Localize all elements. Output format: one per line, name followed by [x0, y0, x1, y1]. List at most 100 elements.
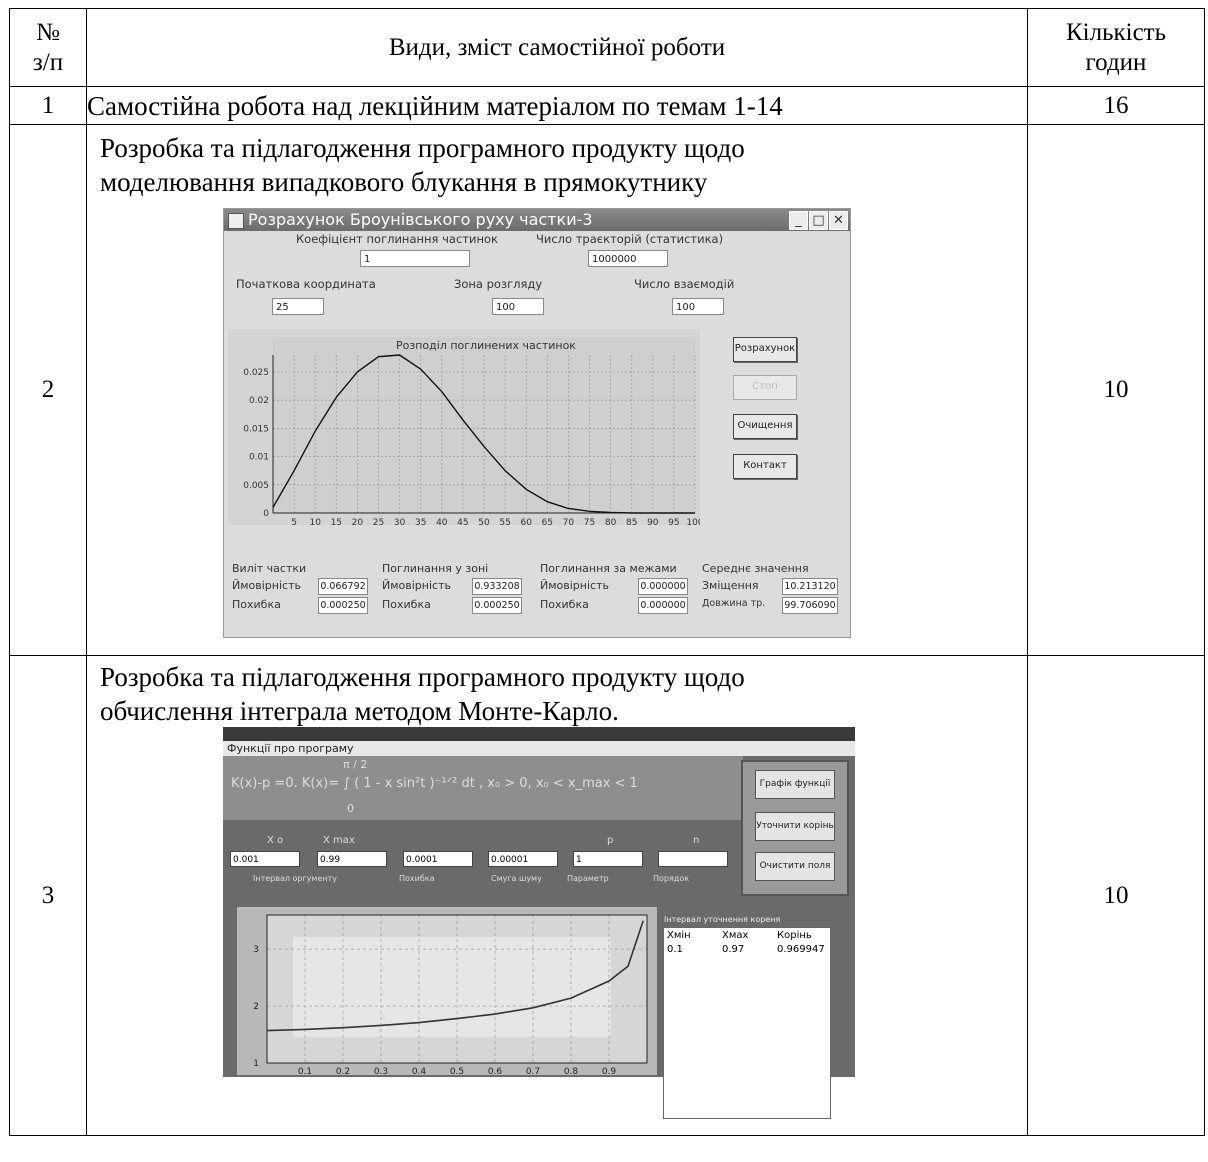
x-tick-label: 95	[668, 518, 679, 525]
x0-input[interactable]: 0.001	[230, 851, 300, 867]
graph-button[interactable]: Графік функції	[755, 770, 835, 799]
col-root-header: Корінь	[777, 930, 812, 941]
close-icon[interactable]: ✕	[829, 211, 848, 230]
row-hours: 10	[1027, 124, 1205, 656]
absorb-label: Коефіцієнт поглинання частинок	[296, 232, 498, 246]
outside-prob-value: 0.000000	[638, 578, 688, 595]
x-tick-label: 70	[563, 518, 575, 525]
x-tick-label: 65	[542, 518, 553, 525]
row-content: Розробка та підлагодження програмного пр…	[86, 124, 1028, 656]
x-tick-label: 85	[626, 518, 637, 525]
minimize-icon[interactable]: _	[789, 211, 808, 230]
refine-root-button[interactable]: Уточнити корінь	[755, 812, 835, 841]
zone-input[interactable]: 100	[492, 298, 544, 315]
y-tick-label: 0	[263, 509, 269, 519]
n-label: n	[693, 835, 700, 846]
escape-prob-value: 0.066792	[318, 578, 368, 595]
x-tick-label: 0.4	[412, 1067, 427, 1075]
cell-root: 0.969947	[777, 944, 825, 955]
row-text: Самостійна робота над лекційним матеріал…	[86, 86, 1028, 125]
p-label: p	[607, 835, 614, 846]
zone-label: Зона розгляду	[454, 277, 543, 291]
start-input[interactable]: 25	[272, 298, 324, 315]
menu-bar[interactable]: Функції про програму	[223, 741, 855, 756]
row-text-line1: Розробка та підлагодження програмного пр…	[100, 662, 745, 692]
formula-panel: π / 2 K(x)-p =0. K(x)= ∫ ( 1 - x sin²t )…	[223, 756, 743, 820]
x-tick-label: 0.8	[564, 1067, 579, 1075]
x-tick-label: 20	[352, 518, 364, 525]
y-tick-label: 0.015	[243, 424, 269, 434]
row-text-line2: обчислення інтеграла методом Монте-Карло…	[100, 696, 619, 726]
header-hours: Кількість годин	[1027, 8, 1205, 87]
traj-input[interactable]: 1000000	[588, 250, 668, 267]
cell-min: 0.1	[667, 944, 683, 955]
interval-caption: Інтервал оргументу	[253, 874, 338, 883]
escape-group-title: Виліт частки	[232, 562, 307, 575]
x-tick-label: 0.7	[526, 1067, 540, 1075]
x-tick-label: 10	[309, 518, 321, 525]
order-input[interactable]	[658, 851, 728, 867]
zone-prob-label: Ймовірність	[382, 579, 451, 592]
x-tick-label: 40	[436, 518, 448, 525]
param-input[interactable]: 1	[573, 851, 643, 867]
x-tick-label: 100	[686, 518, 700, 525]
y-tick-label: 0.025	[243, 368, 269, 378]
x-tick-label: 0.3	[374, 1067, 388, 1075]
self-study-table: № з/п Види, зміст самостійної роботи Кіль…	[9, 8, 1205, 1136]
app-icon	[228, 213, 244, 229]
header-number: № з/п	[9, 8, 87, 87]
window-title: Розрахунок Броунівського руху частки-3	[248, 210, 593, 229]
zone-group-title: Поглинання у зоні	[382, 562, 489, 575]
shift-value: 10.213120	[782, 578, 838, 595]
header-hours-line2: годин	[1085, 48, 1147, 76]
noise-input[interactable]: 0.00001	[488, 851, 558, 867]
clear-fields-button[interactable]: Очистити поля	[755, 852, 835, 881]
row-hours: 16	[1027, 86, 1205, 125]
x-tick-label: 80	[605, 518, 617, 525]
clear-button[interactable]: Очищення	[733, 414, 797, 439]
function-series-line	[266, 920, 644, 1032]
table-row: 2 Розробка та підлагодження програмного …	[9, 124, 1205, 656]
col-max-header: Хмах	[722, 930, 749, 941]
x-tick-label: 45	[457, 518, 468, 525]
formula: K(x)-p =0. K(x)= ∫ ( 1 - x sin²t )⁻¹ᐟ² d…	[231, 776, 638, 791]
error-input[interactable]: 0.0001	[403, 851, 473, 867]
x-tick-label: 5	[291, 518, 297, 525]
table-header-row: № з/п Види, зміст самостійної роботи Кіль…	[9, 8, 1205, 87]
escape-err-label: Похибка	[232, 598, 281, 611]
x-tick-label: 75	[584, 518, 595, 525]
calculate-button[interactable]: Розрахунок	[733, 337, 797, 362]
traj-label: Число траєкторій (статистика)	[536, 232, 724, 246]
stop-button[interactable]: Стоп	[733, 375, 797, 400]
y-tick-label: 0.005	[243, 481, 269, 491]
y-tick-label: 3	[253, 945, 259, 955]
contact-button[interactable]: Контакт	[733, 454, 797, 479]
xmax-input[interactable]: 0.99	[317, 851, 387, 867]
absorb-input[interactable]: 1	[360, 250, 470, 267]
plot-frame	[266, 914, 648, 1064]
length-value: 99.706090	[782, 597, 838, 614]
y-tick-label: 1	[253, 1059, 259, 1069]
x-tick-label: 55	[499, 518, 510, 525]
outside-err-label: Похибка	[540, 598, 589, 611]
x0-label: X o	[267, 835, 284, 846]
header-num-line2: з/п	[32, 48, 64, 76]
absorbed-distribution-chart: Розподіл поглинених частинок 5 10 15 20 25 30…	[228, 329, 700, 525]
x-tick-label: 30	[394, 518, 406, 525]
zone-prob-value: 0.933208	[472, 578, 522, 595]
row-number: 2	[9, 124, 87, 656]
outside-prob-label: Ймовірність	[540, 579, 609, 592]
y-tick-label: 2	[253, 1002, 259, 1012]
x-tick-label: 60	[520, 518, 532, 525]
chart-title: Розподіл поглинених частинок	[396, 339, 576, 352]
formula-upper-limit: π / 2	[343, 758, 368, 771]
table-row: 1 Самостійна робота над лекційним матері…	[9, 86, 1205, 125]
interactions-input[interactable]: 100	[672, 298, 724, 315]
brownian-window-screenshot: Розрахунок Броунівського руху частки-3 _…	[223, 208, 851, 638]
row-number: 1	[9, 86, 87, 125]
length-label: Довжина тр.	[702, 598, 766, 609]
window-titlebar	[223, 727, 855, 741]
param-caption: Параметр	[567, 874, 609, 883]
outside-err-value: 0.000000	[638, 597, 688, 614]
maximize-icon[interactable]: □	[809, 211, 828, 230]
